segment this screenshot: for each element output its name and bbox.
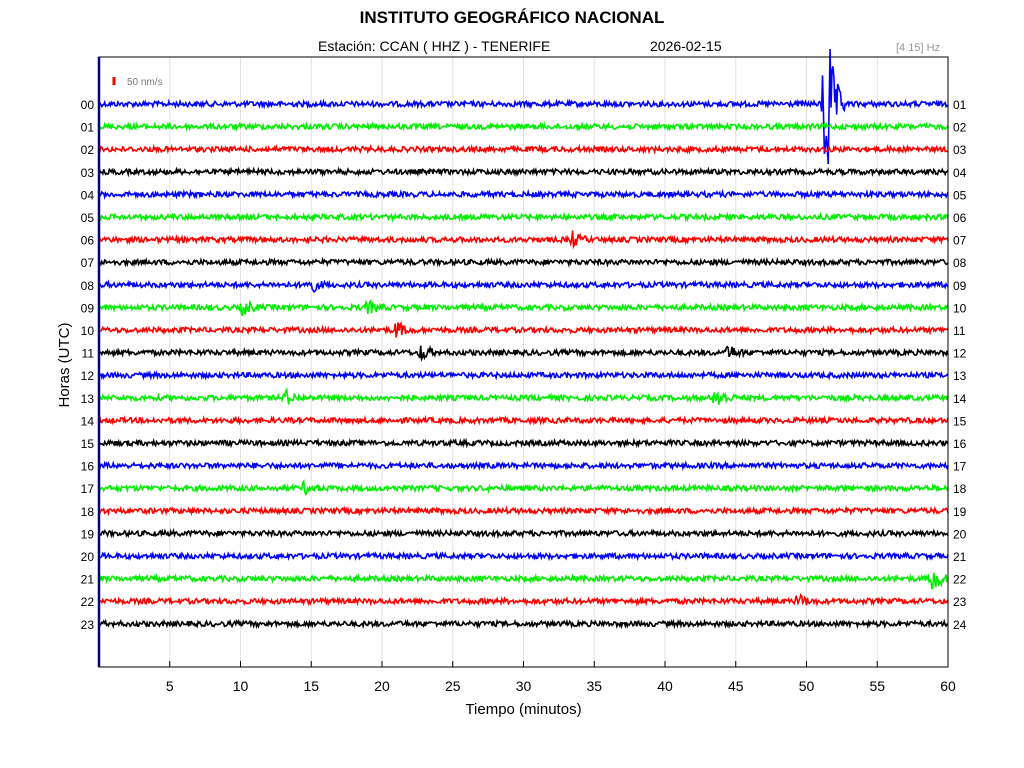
trace-hour-18 [98, 505, 949, 517]
trace-hour-12 [98, 369, 949, 381]
station-label: Estación: CCAN ( HHZ ) - TENERIFE [318, 38, 551, 54]
hour-label-left: 14 [81, 414, 95, 428]
hour-label-left: 15 [81, 437, 95, 451]
trace-hour-21 [98, 572, 949, 590]
hour-label-left: 04 [81, 188, 95, 202]
hour-label-right: 05 [953, 188, 967, 202]
hour-label-right: 08 [953, 256, 967, 270]
hour-label-right: 10 [953, 301, 967, 315]
hour-label-left: 05 [81, 211, 95, 225]
hour-label-left: 16 [81, 460, 95, 474]
hour-label-left: 00 [81, 98, 95, 112]
trace-hour-04 [98, 188, 949, 201]
hour-label-left: 07 [81, 256, 95, 270]
trace-hour-20 [98, 550, 949, 562]
trace-hour-14 [98, 414, 949, 426]
trace-hour-19 [98, 527, 949, 540]
hour-label-right: 01 [953, 98, 967, 112]
hour-label-right: 15 [953, 414, 967, 428]
trace-hour-10 [98, 321, 949, 338]
hour-label-left: 02 [81, 143, 95, 157]
hour-label-right: 06 [953, 211, 967, 225]
hour-label-left: 06 [81, 234, 95, 248]
hour-label-right: 18 [953, 482, 967, 496]
hour-label-left: 13 [81, 392, 95, 406]
hour-label-left: 23 [81, 618, 95, 632]
trace-hour-03 [98, 166, 949, 178]
trace-hour-13 [98, 387, 949, 405]
x-tick-label: 45 [728, 678, 744, 694]
hour-label-right: 02 [953, 121, 967, 135]
x-axis-label: Tiempo (minutos) [465, 701, 581, 718]
hour-label-right: 11 [953, 324, 966, 338]
hour-label-right: 16 [953, 437, 967, 451]
hour-label-right: 24 [953, 618, 967, 632]
hour-label-right: 07 [953, 234, 967, 248]
trace-hour-16 [98, 460, 949, 472]
hour-label-right: 12 [953, 347, 967, 361]
trace-hour-01 [98, 121, 949, 133]
traces [98, 48, 949, 630]
chart-title: INSTITUTO GEOGRÁFICO NACIONAL [359, 8, 665, 27]
hour-label-left: 10 [81, 324, 95, 338]
hour-label-right: 09 [953, 279, 967, 293]
x-tick-label: 60 [940, 678, 956, 694]
hour-label-left: 01 [81, 121, 95, 135]
x-tick-label: 15 [303, 678, 319, 694]
trace-hour-02 [98, 143, 949, 155]
hour-label-right: 04 [953, 166, 967, 180]
trace-hour-05 [98, 211, 949, 223]
trace-hour-09 [98, 299, 949, 317]
hour-label-right: 17 [953, 460, 967, 474]
hour-label-left: 08 [81, 279, 95, 293]
hour-label-left: 22 [81, 595, 95, 609]
trace-hour-06 [98, 230, 949, 250]
hour-label-right: 23 [953, 595, 967, 609]
hour-label-right: 13 [953, 369, 967, 383]
filter-band-label: [4 15] Hz [896, 42, 941, 54]
hour-label-right: 03 [953, 143, 967, 157]
hour-label-left: 03 [81, 166, 95, 180]
x-tick-label: 10 [233, 678, 249, 694]
x-tick-label: 5 [166, 678, 174, 694]
hour-label-left: 12 [81, 369, 95, 383]
labels: 5 10 15 20 25 30 35 40 45 50 55 60 Tiempo (minutos) H… [56, 77, 967, 718]
hour-label-left: 21 [81, 573, 95, 587]
trace-hour-23 [98, 618, 949, 630]
hour-label-left: 17 [81, 482, 95, 496]
trace-hour-22 [98, 592, 949, 607]
x-tick-label: 40 [657, 678, 673, 694]
trace-hour-07 [98, 256, 949, 268]
trace-hour-00 [98, 48, 949, 165]
hour-label-right: 19 [953, 505, 967, 519]
date-label: 2026-02-15 [650, 38, 722, 54]
hour-label-left: 20 [81, 550, 95, 564]
x-tick-label: 25 [445, 678, 461, 694]
trace-hour-17 [98, 478, 949, 496]
hour-label-left: 09 [81, 301, 95, 315]
x-tick-label: 55 [869, 678, 885, 694]
hour-label-right: 20 [953, 527, 967, 541]
hour-label-left: 11 [82, 347, 95, 361]
hour-label-right: 14 [953, 392, 967, 406]
hour-label-right: 22 [953, 573, 967, 587]
y-axis-label: Horas (UTC) [56, 322, 73, 407]
trace-hour-08 [98, 279, 949, 294]
x-tick-label: 35 [586, 678, 602, 694]
hour-label-left: 19 [81, 527, 95, 541]
hour-label-right: 21 [953, 550, 967, 564]
trace-hour-15 [98, 437, 949, 449]
x-tick-label: 50 [799, 678, 815, 694]
trace-hour-11 [98, 344, 949, 362]
x-tick-label: 20 [374, 678, 390, 694]
hour-label-left: 18 [81, 505, 95, 519]
grid [169, 57, 949, 667]
x-tick-label: 30 [516, 678, 532, 694]
amplitude-scale-label: 50 nm/s [127, 77, 163, 88]
